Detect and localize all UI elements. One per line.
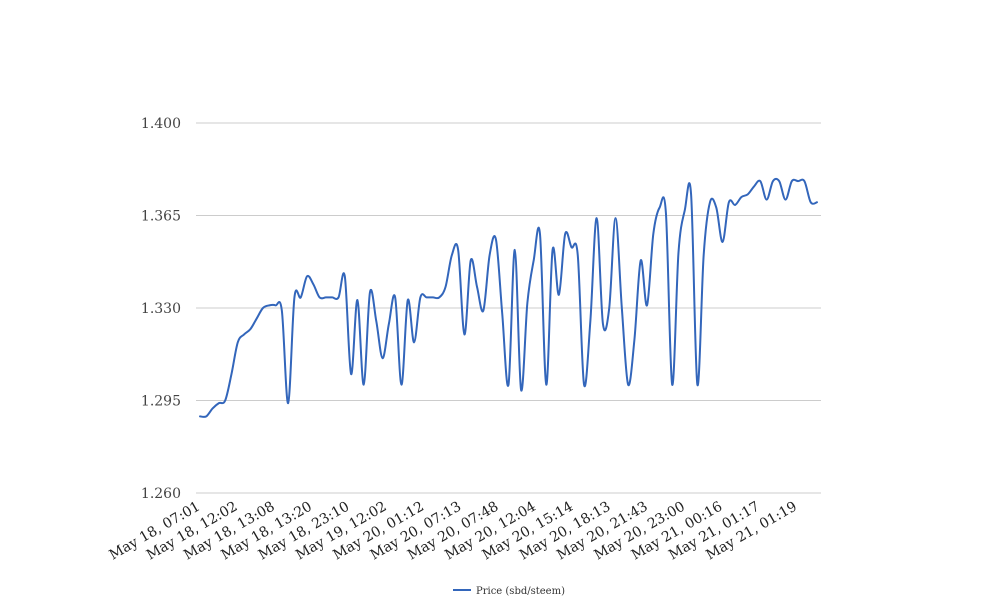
y-axis-tick-labels: 1.260 1.295 1.330 1.365 1.400 xyxy=(141,116,181,502)
y-tick-label: 1.295 xyxy=(141,394,181,410)
y-tick-label: 1.330 xyxy=(141,301,181,317)
y-tick-label: 1.260 xyxy=(141,486,181,502)
y-gridlines xyxy=(196,122,821,494)
y-tick-label: 1.400 xyxy=(141,116,181,132)
legend: Price (sbd/steem) xyxy=(453,586,565,597)
y-tick-label: 1.365 xyxy=(141,209,181,225)
legend-label: Price (sbd/steem) xyxy=(476,586,565,597)
series-lines xyxy=(199,177,818,418)
series-line-price xyxy=(199,177,818,418)
